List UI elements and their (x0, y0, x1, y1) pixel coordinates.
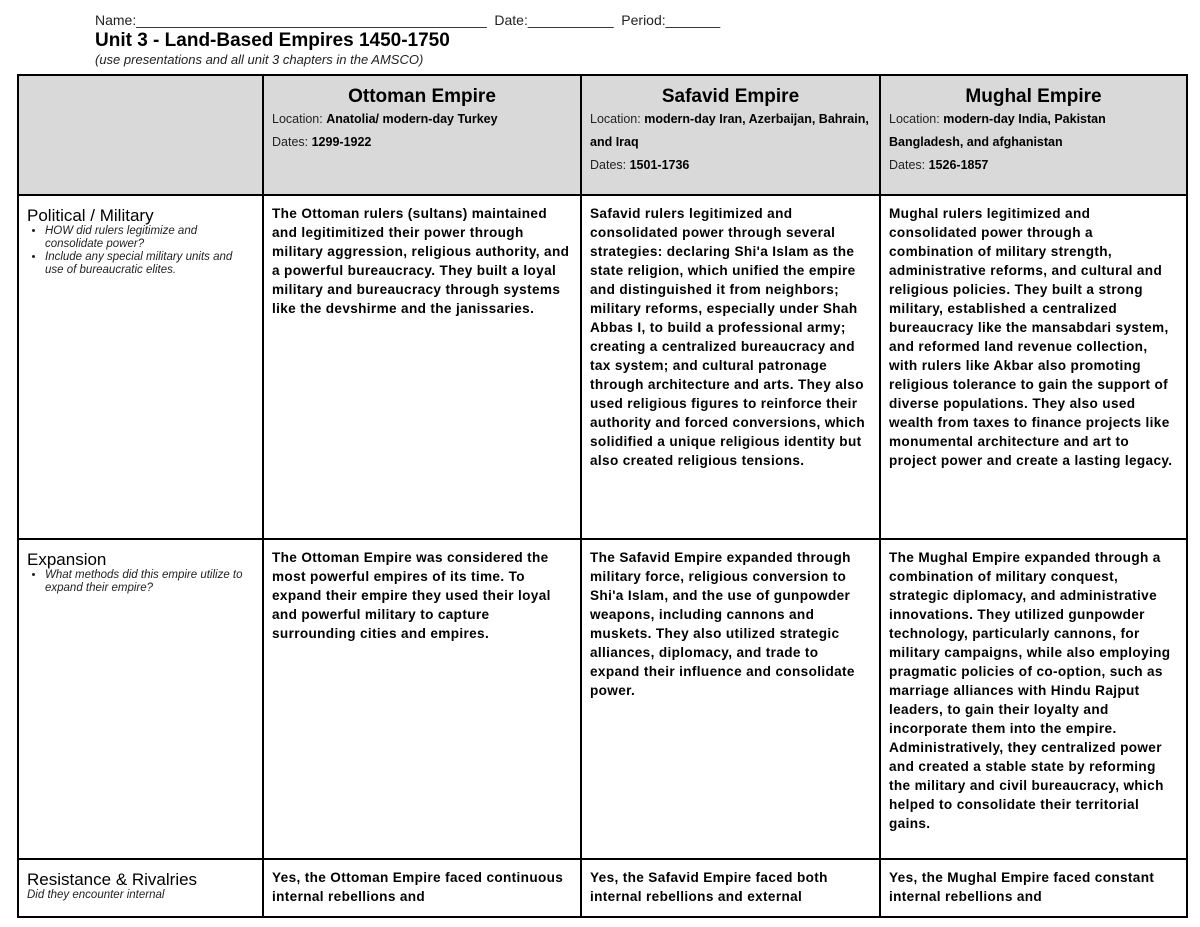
answer-cell-safavid[interactable]: Yes, the Safavid Empire faced both inter… (580, 858, 881, 918)
empire-dates: Dates: 1299-1922 (272, 135, 372, 149)
table-row-expansion: Expansion What methods did this empire u… (17, 538, 1188, 860)
page-title: Unit 3 - Land-Based Empires 1450-1750 (95, 30, 450, 51)
empire-dates: Dates: 1501-1736 (590, 158, 690, 172)
prompt-list: HOW did rulers legitimize and consolidat… (27, 225, 254, 277)
empire-location: Location: Anatolia/ modern-day Turkey (272, 112, 498, 126)
prompt-item: What methods did this empire utilize to … (45, 569, 254, 595)
answer-cell-mughal[interactable]: The Mughal Empire expanded through a com… (879, 538, 1188, 860)
empire-location: Location: modern-day Iran, Azerbaijan, B… (590, 112, 869, 149)
answer-cell-ottoman[interactable]: The Ottoman Empire was considered the mo… (262, 538, 582, 860)
empire-location: Location: modern-day India, Pakistan Ban… (889, 112, 1106, 149)
answer-cell-safavid[interactable]: The Safavid Empire expanded through mili… (580, 538, 881, 860)
row-heading-cell: Expansion What methods did this empire u… (17, 538, 264, 860)
empire-name: Mughal Empire (965, 86, 1102, 107)
row-heading: Resistance & Rivalries (27, 870, 198, 889)
answer-cell-mughal[interactable]: Mughal rulers legitimized and consolidat… (879, 194, 1188, 540)
empire-dates: Dates: 1526-1857 (889, 158, 989, 172)
table-row-resistance-rivalries: Resistance & Rivalries Did they encounte… (17, 858, 1188, 918)
prompt-item: HOW did rulers legitimize and consolidat… (45, 225, 254, 251)
corner-cell (17, 74, 264, 196)
row-heading-cell: Political / Military HOW did rulers legi… (17, 194, 264, 540)
answer-cell-safavid[interactable]: Safavid rulers legitimized and consolida… (580, 194, 881, 540)
name-date-period-line: Name:___________________________________… (95, 12, 721, 28)
table-header-row: Ottoman Empire Location: Anatolia/ moder… (17, 74, 1188, 196)
page-subtitle: (use presentations and all unit 3 chapte… (95, 52, 424, 67)
answer-cell-mughal[interactable]: Yes, the Mughal Empire faced constant in… (879, 858, 1188, 918)
prompt-list: What methods did this empire utilize to … (27, 569, 254, 595)
answer-cell-ottoman[interactable]: Yes, the Ottoman Empire faced continuous… (262, 858, 582, 918)
row-heading-cell: Resistance & Rivalries Did they encounte… (17, 858, 264, 918)
empire-header-safavid: Safavid Empire Location: modern-day Iran… (580, 74, 881, 196)
row-heading: Expansion (27, 550, 107, 569)
prompt-item: Include any special military units and u… (45, 251, 254, 277)
empire-name: Safavid Empire (661, 86, 800, 107)
row-heading: Political / Military (27, 206, 154, 225)
answer-cell-ottoman[interactable]: The Ottoman rulers (sultans) maintained … (262, 194, 582, 540)
table-row-political-military: Political / Military HOW did rulers legi… (17, 194, 1188, 540)
worksheet-header: Name:___________________________________… (95, 12, 1095, 67)
empires-comparison-table: Ottoman Empire Location: Anatolia/ moder… (17, 74, 1188, 918)
empire-header-ottoman: Ottoman Empire Location: Anatolia/ moder… (262, 74, 582, 196)
empire-name: Ottoman Empire (348, 86, 496, 107)
row-question: Did they encounter internal (27, 889, 165, 901)
empire-header-mughal: Mughal Empire Location: modern-day India… (879, 74, 1188, 196)
